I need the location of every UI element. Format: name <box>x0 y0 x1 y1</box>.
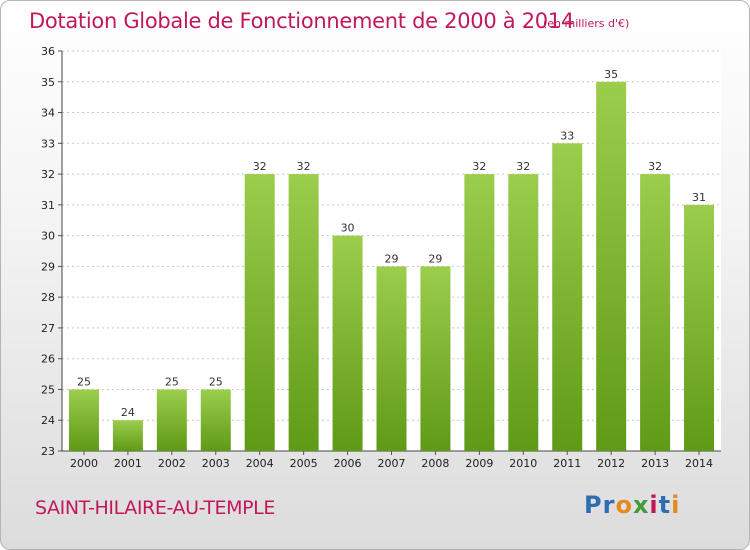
logo-part: o <box>615 491 633 519</box>
bar <box>288 174 319 452</box>
y-tick-label: 23 <box>41 445 55 458</box>
x-tick-label: 2002 <box>158 457 186 470</box>
y-tick-label: 28 <box>41 291 55 304</box>
x-tick-label: 2000 <box>70 457 98 470</box>
bar-value-label: 25 <box>209 375 223 388</box>
x-tick-label: 2007 <box>378 457 406 470</box>
bar <box>596 81 627 452</box>
proxiti-logo: Proxiti <box>584 491 680 519</box>
bar <box>156 389 187 451</box>
bar-value-label: 32 <box>516 160 530 173</box>
logo-part: Pr <box>584 491 616 519</box>
y-tick-label: 35 <box>41 76 55 89</box>
x-tick-label: 2001 <box>114 457 142 470</box>
commune-name: SAINT-HILAIRE-AU-TEMPLE <box>35 497 275 519</box>
bar-value-label: 29 <box>428 252 442 265</box>
y-tick-label: 36 <box>41 45 55 58</box>
bar <box>640 174 671 452</box>
bar <box>684 204 715 451</box>
logo-part: t <box>658 491 672 519</box>
bar <box>376 266 407 451</box>
y-tick-label: 34 <box>41 107 55 120</box>
chart-subtitle: (en milliers d'€) <box>543 17 630 30</box>
bar-value-label: 35 <box>604 68 618 81</box>
x-tick-label: 2008 <box>421 457 449 470</box>
y-tick-label: 26 <box>41 353 55 366</box>
y-tick-label: 24 <box>41 414 55 427</box>
x-tick-label: 2014 <box>685 457 713 470</box>
bar-value-label: 32 <box>472 160 486 173</box>
x-tick-label: 2005 <box>290 457 318 470</box>
bar-value-label: 31 <box>692 191 706 204</box>
bar-value-label: 32 <box>253 160 267 173</box>
x-tick-label: 2009 <box>465 457 493 470</box>
logo-part: i <box>671 491 681 519</box>
bar <box>508 174 539 452</box>
bar <box>332 235 363 451</box>
y-tick-label: 32 <box>41 168 55 181</box>
x-tick-label: 2011 <box>553 457 581 470</box>
y-tick-label: 30 <box>41 230 55 243</box>
bar <box>68 389 99 451</box>
logo-part: x <box>632 491 650 519</box>
bar-value-label: 33 <box>560 129 574 142</box>
bar-value-label: 24 <box>121 406 135 419</box>
logo-part: i <box>649 491 659 519</box>
y-tick-label: 31 <box>41 199 55 212</box>
bar-value-label: 25 <box>77 375 91 388</box>
bar <box>552 143 583 452</box>
bar <box>420 266 451 451</box>
bar <box>244 174 275 452</box>
bar-value-label: 32 <box>297 160 311 173</box>
y-tick-label: 29 <box>41 260 55 273</box>
x-tick-label: 2012 <box>597 457 625 470</box>
bar-value-label: 30 <box>341 222 355 235</box>
x-tick-label: 2013 <box>641 457 669 470</box>
y-tick-label: 27 <box>41 322 55 335</box>
bar <box>200 389 231 451</box>
bar <box>464 174 495 452</box>
x-tick-label: 2003 <box>202 457 230 470</box>
x-tick-label: 2010 <box>509 457 537 470</box>
x-tick-label: 2006 <box>334 457 362 470</box>
bar-value-label: 29 <box>385 252 399 265</box>
bar <box>112 420 143 451</box>
y-tick-label: 25 <box>41 383 55 396</box>
bar-value-label: 32 <box>648 160 662 173</box>
bar-value-label: 25 <box>165 375 179 388</box>
y-tick-label: 33 <box>41 137 55 150</box>
x-tick-label: 2004 <box>246 457 274 470</box>
chart-title: Dotation Globale de Fonctionnement de 20… <box>29 9 574 33</box>
